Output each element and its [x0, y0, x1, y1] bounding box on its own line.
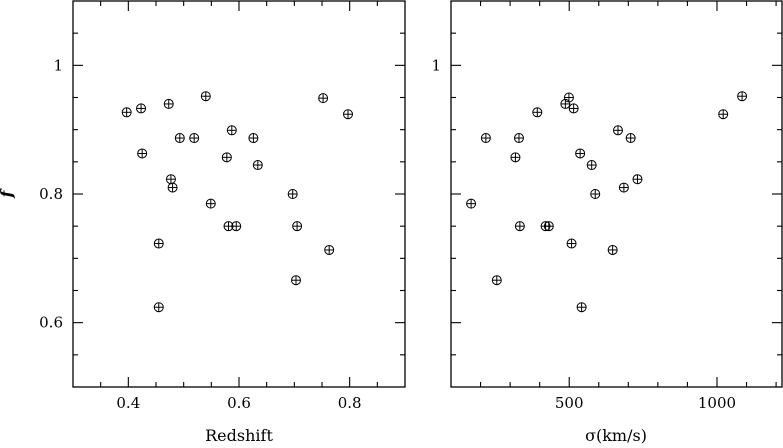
x-tick-label: 0.6 — [227, 394, 251, 412]
data-point — [221, 152, 232, 163]
data-point — [189, 133, 200, 144]
panel-left-x-axis-title: Redshift — [205, 426, 273, 445]
data-point — [566, 238, 577, 249]
data-point — [174, 133, 185, 144]
data-point — [532, 107, 543, 118]
data-point — [514, 221, 525, 232]
data-point — [165, 174, 176, 185]
data-point — [290, 275, 301, 286]
points-layer — [121, 91, 748, 313]
data-point — [563, 92, 574, 103]
y-tick-label: 1 — [431, 56, 441, 74]
data-point — [568, 103, 579, 114]
data-point — [318, 93, 329, 104]
data-point — [292, 221, 303, 232]
data-point — [632, 174, 643, 185]
data-point — [543, 221, 554, 232]
data-point — [510, 152, 521, 163]
panel-right-frame — [450, 0, 783, 388]
data-point — [586, 160, 597, 171]
data-point — [248, 133, 259, 144]
panel-right-x-axis-title: σ(km/s) — [585, 426, 647, 445]
x-tick-label: 1000 — [698, 394, 736, 412]
y-tick-label: 0.6 — [39, 314, 63, 332]
data-point — [136, 103, 147, 114]
data-point — [137, 148, 148, 159]
data-point — [612, 125, 623, 136]
data-point — [226, 125, 237, 136]
data-point — [343, 109, 354, 120]
panel-left-frame — [72, 0, 406, 388]
data-point — [480, 133, 491, 144]
data-point — [607, 244, 618, 255]
data-point — [576, 302, 587, 313]
data-point — [163, 98, 174, 109]
data-point — [252, 160, 263, 171]
data-point — [625, 133, 636, 144]
data-point — [287, 189, 298, 199]
data-point — [324, 244, 335, 255]
data-point — [513, 133, 524, 144]
data-point — [618, 182, 629, 193]
data-point — [718, 109, 729, 120]
data-point — [153, 302, 164, 313]
ticks-layer: 0.4 0.6 0.8 0.6 0.8 1 500 1000 1 — [39, 1, 782, 412]
panel-left-y-axis-title: f — [0, 187, 16, 198]
y-tick-label: 0.8 — [39, 185, 63, 203]
data-point — [231, 221, 242, 232]
data-point — [575, 148, 586, 159]
y-tick-label: 1 — [53, 56, 63, 74]
x-tick-label: 0.4 — [116, 394, 140, 412]
data-point — [200, 91, 211, 102]
data-point — [205, 198, 216, 209]
data-point — [167, 182, 178, 193]
x-tick-label: 0.8 — [338, 394, 362, 412]
data-point — [491, 275, 502, 286]
data-point — [121, 107, 132, 118]
data-point — [153, 238, 164, 249]
data-point — [737, 91, 748, 102]
data-point — [590, 189, 601, 199]
data-point — [466, 198, 477, 209]
x-tick-label: 500 — [555, 394, 584, 412]
